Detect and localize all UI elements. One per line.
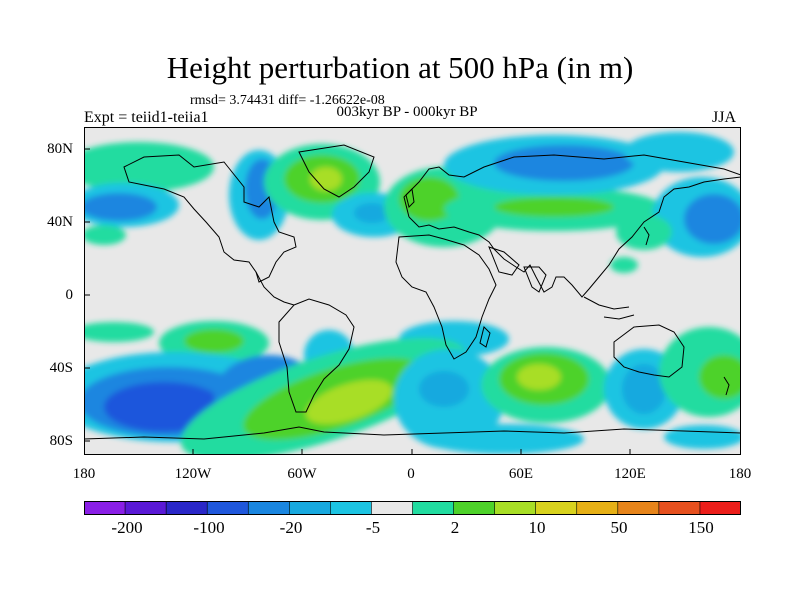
rmsd-diff-stats: rmsd= 3.74431 diff= -1.26622e-08 [190,93,385,108]
lat-label-40n: 40N [47,214,73,230]
colorbar-label: 150 [688,518,714,537]
lat-label-80n: 80N [47,141,73,157]
lon-label-180w: 180 [72,466,96,482]
season-label: JJA [712,109,737,126]
period-label: 003kyr BP - 000kyr BP [336,104,478,120]
map-title: Height perturbation at 500 hPa (in m) [166,50,634,85]
colorbar-cell [289,501,332,515]
experiment-label: Expt = teiid1-teiia1 [84,109,209,126]
height-perturbation-map [84,127,741,455]
colorbar-cell [494,501,537,515]
colorbar-cell [330,501,373,515]
colorbar-label: -20 [279,518,303,537]
lon-label-120w: 120W [174,466,212,482]
colorbar-cell [658,501,701,515]
colorbar-label: 10 [528,518,546,537]
lon-label-60e: 60E [508,466,534,482]
contour-fills [84,132,741,455]
lat-label-80s: 80S [49,433,73,449]
colorbar-cell [617,501,660,515]
colorbar-cell [84,501,126,515]
colorbar-cell [453,501,496,515]
colorbar-cell [247,501,291,515]
colorbar-cell [206,501,250,515]
coastlines [84,144,741,440]
colorbar-label: 50 [610,518,628,537]
lon-label-120e: 120E [614,466,646,482]
colorbar-label: 2 [450,518,460,537]
colorbar-cell [576,501,619,515]
colorbar [84,501,741,515]
colorbar-cell [165,501,208,515]
colorbar-label: -5 [365,518,381,537]
lon-label-60w: 60W [287,466,317,482]
axis-ticks [84,148,631,455]
colorbar-cell [535,501,578,515]
colorbar-cell [124,501,167,515]
colorbar-cell [371,501,414,515]
colorbar-label: -200 [111,518,143,537]
colorbar-cell [412,501,455,515]
lon-label-0: 0 [407,466,415,482]
lat-label-0: 0 [65,287,74,303]
lon-label-180e: 180 [728,466,752,482]
colorbar-label: -100 [193,518,225,537]
colorbar-cell [699,501,741,515]
lat-label-40s: 40S [49,360,73,376]
